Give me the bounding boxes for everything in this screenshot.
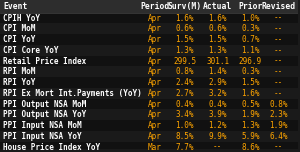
Text: 1.0%: 1.0% <box>241 14 260 22</box>
Text: 1.0%: 1.0% <box>176 121 194 130</box>
Text: 1.3%: 1.3% <box>241 121 260 130</box>
Text: Surv(M): Surv(M) <box>168 2 202 11</box>
Text: Apr: Apr <box>148 121 162 130</box>
Text: 3.4%: 3.4% <box>176 110 194 119</box>
FancyBboxPatch shape <box>0 99 298 109</box>
Text: 1.4%: 1.4% <box>208 67 227 76</box>
Text: PPI Input NSA MoM: PPI Input NSA MoM <box>3 121 82 130</box>
Text: 0.6%: 0.6% <box>176 24 194 33</box>
Text: Apr: Apr <box>148 78 162 87</box>
Text: Actual: Actual <box>203 2 232 11</box>
FancyBboxPatch shape <box>0 13 298 23</box>
Text: Apr: Apr <box>148 57 162 66</box>
Text: Mar: Mar <box>148 143 162 152</box>
Text: 1.2%: 1.2% <box>208 121 227 130</box>
Text: 0.5%: 0.5% <box>241 100 260 109</box>
Text: 2.9%: 2.9% <box>208 78 227 87</box>
Text: 0.4%: 0.4% <box>208 100 227 109</box>
Text: Apr: Apr <box>148 67 162 76</box>
Text: PPI Output NSA MoM: PPI Output NSA MoM <box>3 100 86 109</box>
FancyBboxPatch shape <box>0 0 298 13</box>
Text: Apr: Apr <box>148 46 162 55</box>
Text: 2.7%: 2.7% <box>176 89 194 98</box>
Text: 2.3%: 2.3% <box>269 110 288 119</box>
Text: PPI Output NSA YoY: PPI Output NSA YoY <box>3 110 86 119</box>
Text: CPI MoM: CPI MoM <box>3 24 35 33</box>
Text: 1.9%: 1.9% <box>241 110 260 119</box>
Text: 8.5%: 8.5% <box>176 132 194 141</box>
Text: 1.3%: 1.3% <box>176 46 194 55</box>
Text: --: -- <box>274 143 283 152</box>
Text: 2.4%: 2.4% <box>176 78 194 87</box>
Text: Apr: Apr <box>148 24 162 33</box>
Text: --: -- <box>274 24 283 33</box>
Text: RPI MoM: RPI MoM <box>3 67 35 76</box>
FancyBboxPatch shape <box>0 77 298 88</box>
Text: Retail Price Index: Retail Price Index <box>3 57 86 66</box>
Text: 0.8%: 0.8% <box>269 100 288 109</box>
FancyBboxPatch shape <box>0 142 298 152</box>
Text: 1.6%: 1.6% <box>176 14 194 22</box>
Text: 296.9: 296.9 <box>239 57 262 66</box>
Text: PPI Input NSA YoY: PPI Input NSA YoY <box>3 132 82 141</box>
Text: 5.9%: 5.9% <box>241 132 260 141</box>
Text: 1.5%: 1.5% <box>208 35 227 44</box>
Text: 1.6%: 1.6% <box>241 89 260 98</box>
Text: 0.7%: 0.7% <box>241 35 260 44</box>
Text: --: -- <box>274 67 283 76</box>
FancyBboxPatch shape <box>0 23 298 34</box>
Text: 0.8%: 0.8% <box>176 67 194 76</box>
Text: 9.9%: 9.9% <box>208 132 227 141</box>
Text: --: -- <box>274 89 283 98</box>
FancyBboxPatch shape <box>0 120 298 131</box>
Text: 0.4%: 0.4% <box>176 100 194 109</box>
FancyBboxPatch shape <box>0 34 298 45</box>
Text: --: -- <box>274 78 283 87</box>
Text: 6.4%: 6.4% <box>269 132 288 141</box>
Text: RPI Ex Mort Int.Payments (YoY): RPI Ex Mort Int.Payments (YoY) <box>3 89 142 98</box>
Text: --: -- <box>213 143 222 152</box>
FancyBboxPatch shape <box>0 109 298 120</box>
Text: Event: Event <box>3 2 27 11</box>
Text: 301.1: 301.1 <box>206 57 229 66</box>
Text: Revised: Revised <box>262 2 296 11</box>
FancyBboxPatch shape <box>0 56 298 66</box>
Text: Apr: Apr <box>148 100 162 109</box>
Text: 1.9%: 1.9% <box>269 121 288 130</box>
Text: Apr: Apr <box>148 14 162 22</box>
Text: CPI YoY: CPI YoY <box>3 35 35 44</box>
Text: Apr: Apr <box>148 89 162 98</box>
FancyBboxPatch shape <box>0 88 298 99</box>
FancyBboxPatch shape <box>0 131 298 142</box>
Text: --: -- <box>274 35 283 44</box>
Text: --: -- <box>274 14 283 22</box>
Text: 1.5%: 1.5% <box>241 78 260 87</box>
Text: 0.6%: 0.6% <box>208 24 227 33</box>
Text: CPI Core YoY: CPI Core YoY <box>3 46 58 55</box>
Text: 3.9%: 3.9% <box>208 110 227 119</box>
Text: 1.6%: 1.6% <box>208 14 227 22</box>
Text: 1.5%: 1.5% <box>176 35 194 44</box>
Text: House Price Index YoY: House Price Index YoY <box>3 143 100 152</box>
Text: CPIH YoY: CPIH YoY <box>3 14 40 22</box>
Text: 1.3%: 1.3% <box>208 46 227 55</box>
FancyBboxPatch shape <box>0 66 298 77</box>
Text: --: -- <box>274 46 283 55</box>
Text: Apr: Apr <box>148 35 162 44</box>
Text: 299.5: 299.5 <box>173 57 196 66</box>
Text: --: -- <box>274 57 283 66</box>
Text: Apr: Apr <box>148 132 162 141</box>
Text: Apr: Apr <box>148 110 162 119</box>
Text: 0.3%: 0.3% <box>241 24 260 33</box>
Text: 0.3%: 0.3% <box>241 67 260 76</box>
Text: 3.2%: 3.2% <box>208 89 227 98</box>
Text: Prior: Prior <box>238 2 262 11</box>
FancyBboxPatch shape <box>0 45 298 56</box>
Text: 7.7%: 7.7% <box>176 143 194 152</box>
Text: 1.1%: 1.1% <box>241 46 260 55</box>
Text: Period: Period <box>140 2 169 11</box>
Text: 8.6%: 8.6% <box>241 143 260 152</box>
Text: RPI YoY: RPI YoY <box>3 78 35 87</box>
